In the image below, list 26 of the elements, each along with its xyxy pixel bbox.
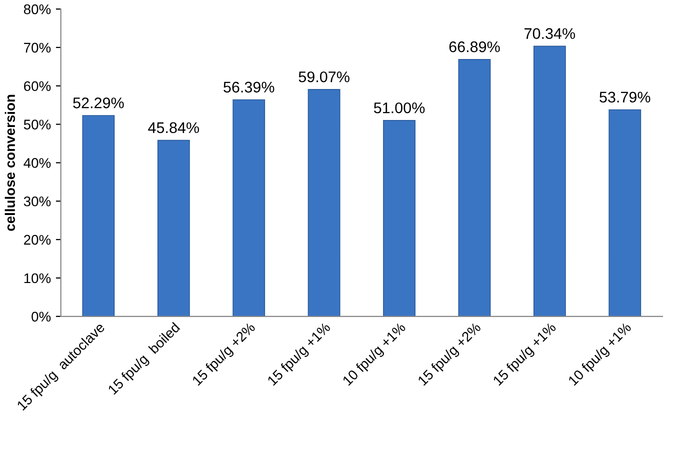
data-label: 52.29% [73, 97, 124, 108]
data-label: 53.79% [600, 92, 650, 103]
data-label: 56.39% [224, 82, 274, 93]
bar [458, 58, 491, 316]
y-tick-label: 40% [24, 158, 51, 168]
y-tick-label: 60% [24, 81, 51, 92]
y-axis-title: cellulose conversion [4, 94, 16, 231]
y-tick-label: 20% [24, 234, 51, 245]
y-tick-label: 70% [24, 42, 51, 53]
y-tick-label: 30% [24, 196, 51, 206]
bar [232, 99, 266, 316]
data-label: 51.00% [374, 102, 425, 114]
bar [608, 109, 642, 316]
bar [383, 120, 416, 316]
bar [82, 115, 115, 316]
bar [157, 140, 190, 316]
data-label: 70.34% [524, 28, 576, 39]
y-tick-label: 80% [24, 4, 51, 14]
y-tick-label: 10% [24, 273, 51, 284]
data-label: 66.89% [449, 41, 500, 52]
y-tick-label: 0% [32, 312, 51, 322]
y-tick-label: 50% [24, 120, 51, 130]
bar [533, 46, 566, 316]
bar [308, 89, 340, 316]
data-label: 45.84% [148, 122, 200, 134]
data-label: 59.07% [298, 71, 350, 82]
